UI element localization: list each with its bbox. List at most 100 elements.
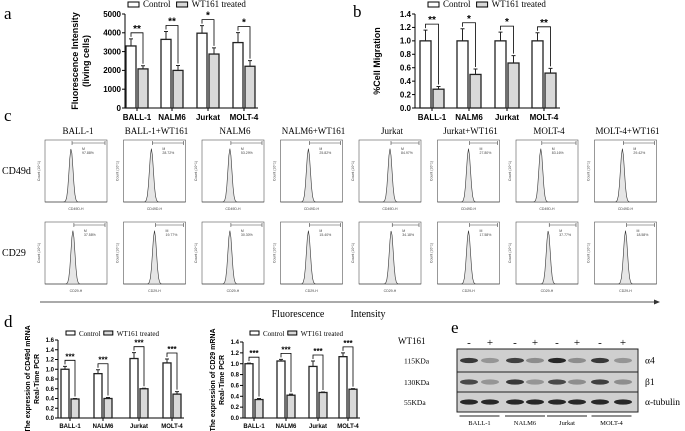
flow-histogram: M97.88% CD49D-H Count (10^1) xyxy=(37,139,108,211)
gate-marker xyxy=(309,141,341,145)
y-tick-label: 0.6 xyxy=(231,384,240,390)
bar-chart-d2: 0.0 0.2 0.4 0.6 0.8 1.0 1.2 1.4 The expression o… xyxy=(210,328,360,431)
legend-swatch-control xyxy=(249,330,260,336)
significance-bracket xyxy=(280,352,292,393)
y-tick-label: 1.0 xyxy=(231,362,240,368)
flow-histogram: M34.18% CD29-H Count (10^1) xyxy=(351,221,422,293)
x-tick-label: BALL-1 xyxy=(418,113,447,122)
protein-band xyxy=(548,399,566,405)
histogram-y-label: Count (10^1) xyxy=(587,243,591,263)
treatment-sign: - xyxy=(513,337,517,349)
bar-control xyxy=(129,357,139,419)
protein-band xyxy=(614,379,632,385)
flow-histogram: M17.58% CD29-H Count (10^1) xyxy=(430,221,500,293)
y-axis-label-line: %Cell Migration xyxy=(372,27,382,95)
treatment-sign: - xyxy=(467,337,471,349)
group-label: NALM6 xyxy=(514,420,537,427)
error-bar xyxy=(535,32,540,41)
flow-histogram: M29.42% CD49D-H Count (10^1) xyxy=(587,139,657,211)
histogram-y-label: Count (10^1) xyxy=(430,243,434,263)
legend-swatch-control xyxy=(65,330,76,336)
protein-band xyxy=(526,357,544,364)
y-tick-label: 1.2 xyxy=(231,351,240,357)
axis-title-fluorescence: Fluorescence xyxy=(272,309,325,320)
y-tick-label: 0.2 xyxy=(46,406,55,412)
legend-label-control: Control xyxy=(263,330,284,338)
gate-marker xyxy=(390,141,420,145)
x-tick-label: BALL-1 xyxy=(59,424,81,430)
gate-label: M xyxy=(401,147,404,151)
significance-bracket xyxy=(462,22,476,68)
flow-histogram: M28.72% CD49D-H Count (10^1) xyxy=(116,139,186,211)
histogram-y-label: Count (10^1) xyxy=(351,161,355,181)
y-axis-label-line: (living cells) xyxy=(81,35,91,87)
significance-bracket xyxy=(248,356,260,397)
significance-marker: * xyxy=(242,18,246,29)
treatment-label: WT161 xyxy=(398,336,426,346)
y-tick-label: 4000 xyxy=(103,29,121,38)
bar-treated xyxy=(348,388,358,419)
x-tick-label: BALL-1 xyxy=(123,113,152,122)
protein-band xyxy=(481,357,499,364)
error-bar xyxy=(423,29,428,41)
error-bar xyxy=(200,25,204,34)
flow-column-title: Jurkat+WT161 xyxy=(443,126,498,136)
histogram-curve xyxy=(202,148,264,203)
significance-bracket xyxy=(166,352,178,390)
significance-marker: *** xyxy=(343,339,353,348)
bar-treated xyxy=(172,69,184,109)
y-tick-label: 1.0 xyxy=(400,37,412,46)
bar-treated xyxy=(469,73,482,109)
histogram-x-label: CD29-H xyxy=(70,289,83,293)
legend-swatch-treated xyxy=(476,1,489,8)
band-size-label: 115KDa xyxy=(404,357,430,366)
significance-bracket xyxy=(201,19,215,46)
significance-marker: *** xyxy=(134,339,144,348)
bar-treated xyxy=(432,88,445,109)
histogram-x-label: CD29-H xyxy=(227,289,240,293)
gate-marker xyxy=(469,141,498,145)
error-bar xyxy=(341,352,345,357)
band-protein-label: α-tubulin xyxy=(645,398,680,408)
y-axis-label-line: Fluorescence Intensity xyxy=(70,12,80,110)
protein-band xyxy=(481,379,499,385)
treatment-sign: + xyxy=(532,337,538,349)
bar-treated xyxy=(544,72,557,109)
flow-row-label: CD29 xyxy=(2,248,26,259)
y-tick-label: 0.0 xyxy=(46,416,55,422)
treatment-sign: - xyxy=(598,337,602,349)
significance-marker: ** xyxy=(168,16,176,27)
flow-column-title: MOLT-4+WT161 xyxy=(596,126,660,136)
gate-percent: 25.82% xyxy=(319,151,331,155)
bar-control xyxy=(60,368,70,419)
protein-band xyxy=(526,399,544,405)
histogram-curve xyxy=(202,230,264,285)
legend-swatch-treated xyxy=(103,330,114,336)
gate-percent: 53.29% xyxy=(241,151,253,155)
gate-marker xyxy=(230,141,263,145)
legend-label-treated: WT161 treated xyxy=(117,330,160,338)
bar-treated xyxy=(137,68,149,109)
flow-column-title: Jurkat xyxy=(381,126,403,136)
histogram-x-label: CD29-H xyxy=(462,289,475,293)
y-tick-label: 0.2 xyxy=(231,405,240,411)
y-axis-label-line: The expression of CD49d mRNA xyxy=(25,325,32,431)
bar-control xyxy=(93,372,103,419)
significance-bracket xyxy=(133,346,145,387)
bar-chart-b: 0.0 0.2 0.4 0.6 0.8 1.0 1.2 1.4 %Cell Migration B… xyxy=(372,0,560,122)
histogram-y-label: Count (10^1) xyxy=(351,243,355,263)
significance-bracket xyxy=(425,23,439,85)
gate-percent: 37.77% xyxy=(559,233,571,237)
histogram-y-label: Count (10^1) xyxy=(273,161,277,181)
gate-label: M xyxy=(637,229,640,233)
panel-label-c: c xyxy=(4,106,12,125)
y-axis-label: Fluorescence Intensity(living cells) xyxy=(70,12,91,110)
histogram-y-label: Count (10^1) xyxy=(273,243,277,263)
bar-control xyxy=(308,365,318,419)
panel-label-a: a xyxy=(4,4,12,23)
y-axis-label: The expression of CD49d mRNA Real-Time PC… xyxy=(25,325,41,431)
treatment-sign: + xyxy=(487,337,493,349)
legend-label-control: Control xyxy=(79,330,100,338)
bar-control xyxy=(276,360,286,419)
